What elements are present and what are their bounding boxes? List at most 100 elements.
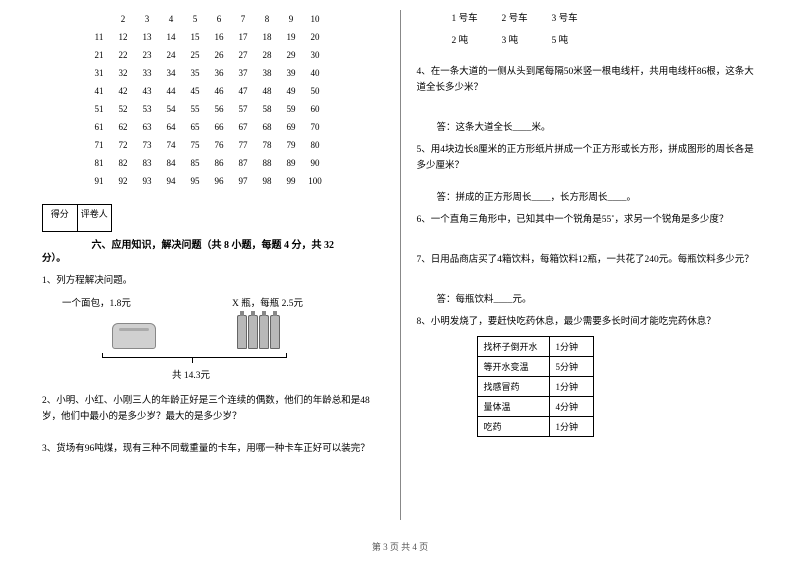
question-5: 5、用4块边长8厘米的正方形纸片拼成一个正方形或长方形，拼成图形的周长各是多少厘…	[417, 142, 759, 174]
number-cell: 57	[231, 100, 255, 118]
number-cell: 17	[231, 28, 255, 46]
car-weight-row: 2 吨 3 吨 5 吨	[452, 32, 759, 46]
number-cell: 80	[303, 136, 327, 154]
number-cell: 13	[135, 28, 159, 46]
number-cell: 10	[303, 10, 327, 28]
number-row: 919293949596979899100	[87, 172, 384, 190]
number-cell: 6	[207, 10, 231, 28]
table-cell: 5分钟	[549, 357, 593, 377]
bread-icon	[112, 323, 156, 349]
number-cell: 9	[279, 10, 303, 28]
number-cell: 34	[159, 64, 183, 82]
table-cell: 1分钟	[549, 377, 593, 397]
number-cell: 69	[279, 118, 303, 136]
question-2: 2、小明、小红、小刚三人的年龄正好是三个连续的偶数，他们的年龄总和是48岁，他们…	[42, 393, 384, 425]
number-cell	[87, 10, 111, 28]
number-cell: 41	[87, 82, 111, 100]
column-divider	[400, 10, 401, 520]
number-cell: 72	[111, 136, 135, 154]
question-3: 3、货场有96吨煤，现有三种不同载重量的卡车，用哪一种卡车正好可以装完？	[42, 441, 384, 457]
number-cell: 75	[183, 136, 207, 154]
number-cell: 7	[231, 10, 255, 28]
car-header-row: 1 号车 2 号车 3 号车	[452, 10, 759, 24]
page-content: 2345678910111213141516171819202122232425…	[0, 0, 800, 520]
number-cell: 84	[159, 154, 183, 172]
bottle-icon	[248, 315, 258, 349]
number-cell: 5	[183, 10, 207, 28]
table-cell: 吃药	[477, 417, 549, 437]
number-cell: 49	[279, 82, 303, 100]
question-5-answer: 答：拼成的正方形周长____，长方形周长____。	[437, 190, 759, 206]
number-cell: 74	[159, 136, 183, 154]
number-cell: 21	[87, 46, 111, 64]
bottles-icon	[237, 315, 280, 349]
number-cell: 79	[279, 136, 303, 154]
score-box: 得分 评卷人	[42, 204, 112, 232]
number-cell: 22	[111, 46, 135, 64]
table-row: 等开水变温5分钟	[477, 357, 593, 377]
number-cell: 20	[303, 28, 327, 46]
number-cell: 61	[87, 118, 111, 136]
number-cell: 51	[87, 100, 111, 118]
number-cell: 42	[111, 82, 135, 100]
number-cell: 62	[111, 118, 135, 136]
number-cell: 86	[207, 154, 231, 172]
number-cell: 52	[111, 100, 135, 118]
page-footer: 第 3 页 共 4 页	[0, 540, 800, 553]
section-6-title-row: 六、应用知识，解决问题（共 8 小题，每题 4 分，共 32	[42, 236, 384, 251]
number-cell: 27	[231, 46, 255, 64]
car-1-label: 1 号车	[452, 10, 502, 24]
number-cell: 8	[255, 10, 279, 28]
number-cell: 82	[111, 154, 135, 172]
number-row: 71727374757677787980	[87, 136, 384, 154]
number-cell: 71	[87, 136, 111, 154]
number-cell: 73	[135, 136, 159, 154]
number-cell: 93	[135, 172, 159, 190]
number-cell: 76	[207, 136, 231, 154]
bottle-icon	[270, 315, 280, 349]
medicine-table: 找杯子倒开水1分钟等开水变温5分钟找感冒药1分钟量体温4分钟吃药1分钟	[477, 336, 594, 437]
number-row: 81828384858687888990	[87, 154, 384, 172]
number-cell: 25	[183, 46, 207, 64]
number-cell: 11	[87, 28, 111, 46]
question-7-answer: 答：每瓶饮料____元。	[437, 292, 759, 308]
table-row: 吃药1分钟	[477, 417, 593, 437]
number-cell: 19	[279, 28, 303, 46]
number-cell: 98	[255, 172, 279, 190]
number-cell: 3	[135, 10, 159, 28]
number-row: 61626364656667686970	[87, 118, 384, 136]
number-cell: 85	[183, 154, 207, 172]
question-4: 4、在一条大道的一侧从头到尾每隔50米竖一根电线杆，共用电线杆86根，这条大道全…	[417, 64, 759, 96]
number-cell: 96	[207, 172, 231, 190]
number-cell: 59	[279, 100, 303, 118]
question-8: 8、小明发烧了，要赶快吃药休息，最少需要多长时间才能吃完药休息？	[417, 314, 759, 330]
number-cell: 63	[135, 118, 159, 136]
number-cell: 77	[231, 136, 255, 154]
section-6-title-cont: 分）。	[42, 251, 384, 267]
number-cell: 12	[111, 28, 135, 46]
number-cell: 87	[231, 154, 255, 172]
number-cell: 55	[183, 100, 207, 118]
number-cell: 94	[159, 172, 183, 190]
number-cell: 32	[111, 64, 135, 82]
number-cell: 91	[87, 172, 111, 190]
number-row: 51525354555657585960	[87, 100, 384, 118]
question-1: 1、列方程解决问题。	[42, 273, 384, 289]
number-cell: 78	[255, 136, 279, 154]
table-cell: 找感冒药	[477, 377, 549, 397]
number-cell: 40	[303, 64, 327, 82]
car-2-label: 2 号车	[502, 10, 552, 24]
number-cell: 92	[111, 172, 135, 190]
number-cell: 83	[135, 154, 159, 172]
number-cell: 81	[87, 154, 111, 172]
number-cell: 4	[159, 10, 183, 28]
table-row: 找杯子倒开水1分钟	[477, 337, 593, 357]
left-column: 2345678910111213141516171819202122232425…	[30, 10, 396, 520]
score-label: 得分	[43, 205, 78, 231]
brace-line	[102, 357, 287, 358]
number-cell: 30	[303, 46, 327, 64]
number-grid: 2345678910111213141516171819202122232425…	[87, 10, 384, 190]
number-cell: 37	[231, 64, 255, 82]
number-cell: 99	[279, 172, 303, 190]
q1-diagram: 一个面包，1.8元 X 瓶，每瓶 2.5元 共 14.3元	[62, 295, 384, 385]
